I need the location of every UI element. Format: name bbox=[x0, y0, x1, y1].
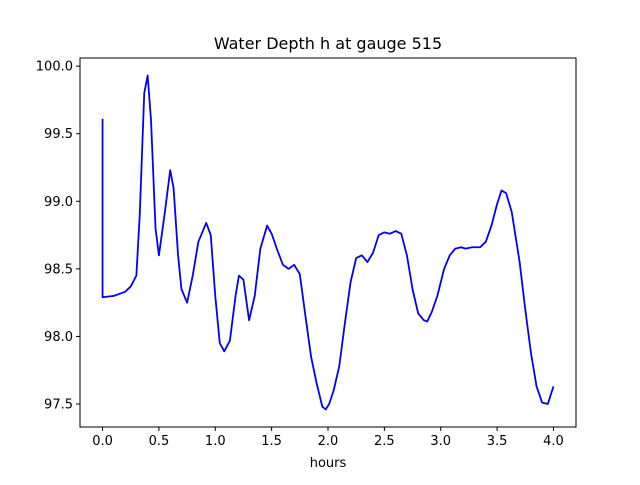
x-tick-label: 1.5 bbox=[261, 434, 282, 449]
x-tick-label: 0.5 bbox=[149, 434, 170, 449]
plot-layer bbox=[101, 74, 555, 411]
x-tick-label: 2.0 bbox=[318, 434, 339, 449]
x-tick-label: 4.0 bbox=[543, 434, 564, 449]
x-tick-label: 3.5 bbox=[487, 434, 508, 449]
chart-title: Water Depth h at gauge 515 bbox=[214, 34, 442, 53]
y-tick-label: 99.5 bbox=[44, 127, 73, 142]
x-tick-label: 0.0 bbox=[92, 434, 113, 449]
y-tick-label: 98.5 bbox=[44, 262, 73, 277]
x-tick-label: 3.0 bbox=[430, 434, 451, 449]
y-tick-label: 100.0 bbox=[36, 60, 73, 75]
y-tick-label: 98.0 bbox=[44, 330, 73, 345]
y-tick-label: 97.5 bbox=[44, 398, 73, 413]
x-tick-label: 2.5 bbox=[374, 434, 395, 449]
x-axis: 0.0 0.5 1.0 1.5 2.0 2.5 3.0 3.5 4.0 bbox=[92, 427, 564, 449]
series-line-0 bbox=[101, 74, 555, 411]
y-tick-label: 99.0 bbox=[44, 195, 73, 210]
y-axis: 97.5 98.0 98.5 99.0 99.5 100.0 bbox=[36, 60, 80, 413]
x-axis-label: hours bbox=[310, 456, 347, 471]
x-tick-label: 1.0 bbox=[205, 434, 226, 449]
